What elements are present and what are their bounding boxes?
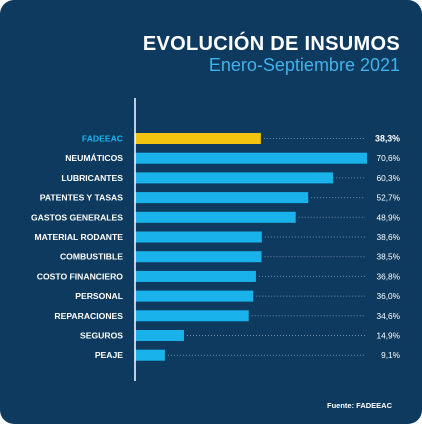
bar <box>135 290 254 302</box>
value-label: 36,8% <box>376 271 400 281</box>
bar <box>135 152 367 164</box>
category-label: FADEEAC <box>82 134 123 144</box>
category-label: PATENTES Y TASAS <box>40 193 124 203</box>
bar <box>135 310 249 322</box>
value-label: 34,6% <box>376 311 400 321</box>
bar <box>135 172 334 184</box>
value-label: 48,9% <box>376 212 400 222</box>
bar <box>135 270 256 282</box>
value-label: 38,5% <box>376 252 400 262</box>
category-label: PEAJE <box>95 350 123 360</box>
bar <box>135 231 262 243</box>
category-label: NEUMÁTICOS <box>65 153 123 163</box>
category-label: PERSONAL <box>75 291 123 301</box>
bar <box>135 192 309 204</box>
category-label: MATERIAL RODANTE <box>35 232 124 242</box>
value-label: 36,0% <box>376 291 400 301</box>
value-label: 14,9% <box>376 331 400 341</box>
category-label: COSTO FINANCIERO <box>37 271 124 281</box>
category-label: SEGUROS <box>80 331 123 341</box>
value-label: 52,7% <box>376 193 400 203</box>
category-label: REPARACIONES <box>54 311 123 321</box>
bar <box>135 211 296 223</box>
value-label: 38,3% <box>375 134 400 144</box>
value-label: 60,3% <box>376 173 400 183</box>
bar <box>135 349 165 361</box>
category-label: LUBRICANTES <box>61 173 123 183</box>
chart-subtitle: Enero-Septiembre 2021 <box>208 55 400 75</box>
bar <box>135 133 261 144</box>
bar <box>135 330 184 341</box>
category-label: COMBUSTIBLE <box>60 252 123 262</box>
source-note: Fuente: FADEEAC <box>326 401 392 410</box>
value-label: 70,6% <box>376 153 400 163</box>
bar <box>135 251 262 263</box>
value-label: 38,6% <box>376 232 400 242</box>
category-label: GASTOS GENERALES <box>31 212 123 222</box>
chart-title: EVOLUCIÓN DE INSUMOS <box>142 33 400 55</box>
value-label: 9,1% <box>381 350 401 360</box>
